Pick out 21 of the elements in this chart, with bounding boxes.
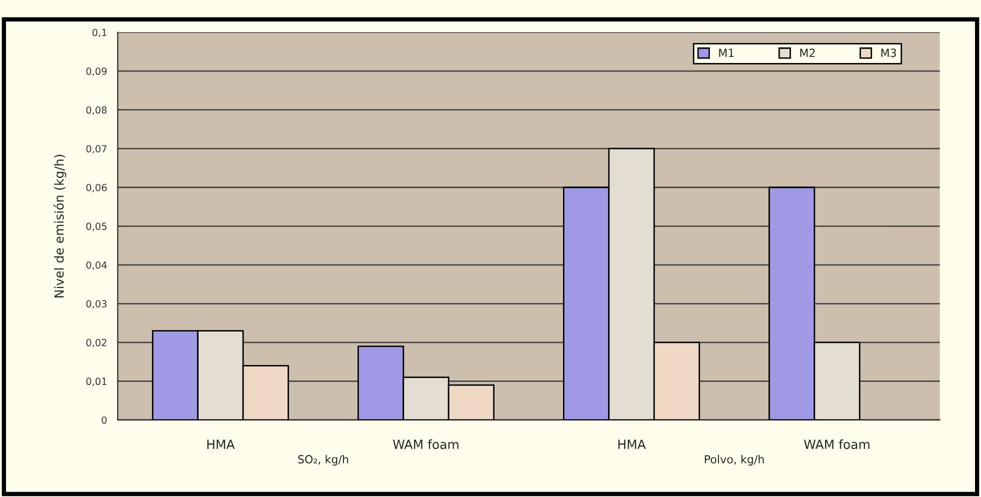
legend-label: M3 [881, 48, 896, 58]
y-tick-label: 0 [102, 416, 107, 424]
y-tick-label: 0,01 [86, 378, 106, 386]
text: SO₂, kg/h [298, 454, 348, 466]
text: Polvo, kg/h [704, 454, 764, 466]
y-tick-label: 0,03 [86, 300, 107, 308]
x-tick-label: HMA [207, 440, 235, 449]
y-tick-label: 0,04 [86, 261, 107, 270]
y-tick-label: 0,06 [86, 184, 107, 192]
y-axis-title: Nivel de emisión (kg/h) [54, 154, 66, 298]
x-tick-label: WAM foam [392, 439, 458, 450]
legend-label: M1 [719, 48, 734, 57]
y-tick-label: 0,1 [92, 28, 106, 38]
y-tick-label: 0,09 [86, 68, 107, 76]
x-tick-label: WAM foam [804, 439, 870, 450]
y-tick-label: 0,05 [86, 222, 106, 231]
x-tick-label: HMA [618, 440, 646, 449]
y-tick-label: 0,02 [86, 338, 106, 348]
y-tick-label: 0,07 [86, 145, 106, 154]
legend-label: M2 [800, 48, 815, 57]
y-tick-label: 0,08 [86, 106, 107, 115]
